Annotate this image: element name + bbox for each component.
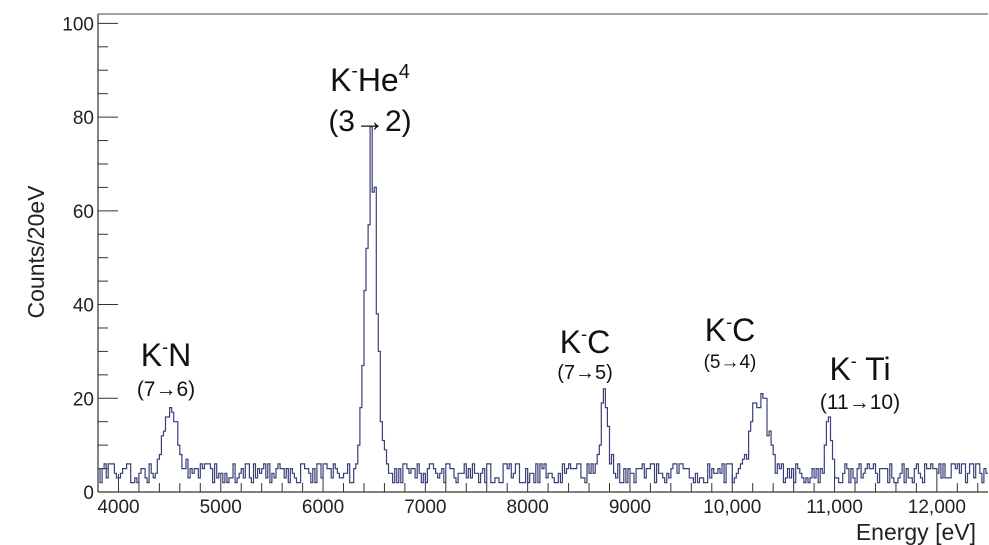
y-axis-title: Counts/20eV (23, 185, 49, 319)
annotation-kc-54: K-C (5→4) (704, 312, 757, 373)
x-tick-label: 11,000 (806, 497, 863, 518)
y-tick-label: 100 (62, 14, 94, 35)
y-tick-label: 0 (83, 483, 94, 504)
x-tick-label: 6000 (302, 497, 344, 518)
x-tick-label: 7000 (404, 497, 446, 518)
x-tick-label: 4000 (97, 497, 139, 518)
y-tick-label: 20 (73, 389, 94, 410)
svg-text:K-C: K-C (560, 324, 610, 360)
y-tick-label: 80 (73, 108, 94, 129)
y-tick-label: 60 (73, 202, 94, 223)
svg-text:K-N: K-N (141, 337, 191, 373)
annotation-khe4: K-He4 (3→2) (328, 61, 411, 138)
svg-text:K-He4: K-He4 (330, 61, 410, 98)
x-tick-label: 12,000 (908, 497, 966, 518)
annotation-kc-75: K-C (7→5) (557, 324, 613, 384)
svg-text:K-C: K-C (705, 312, 755, 348)
svg-text:(11→10): (11→10) (820, 391, 900, 414)
y-axis-ticks: 0 20 40 60 80 100 (62, 14, 118, 504)
x-tick-label: 9000 (609, 497, 651, 518)
x-tick-label: 8000 (507, 497, 549, 518)
svg-text:(3→2): (3→2) (328, 105, 411, 138)
x-axis-ticks: 4000 5000 6000 7000 8000 9000 10,000 11,000 12,0… (97, 474, 979, 518)
x-axis-title: Energy [eV] (856, 519, 976, 545)
y-tick-label: 40 (73, 296, 94, 317)
svg-text:(7→6): (7→6) (137, 378, 195, 401)
x-tick-label: 5000 (200, 497, 242, 518)
annotation-kn: K-N (7→6) (137, 337, 195, 401)
annotation-kti: K- Ti (11→10) (820, 351, 900, 414)
x-tick-label: 10,000 (703, 497, 761, 518)
svg-text:(7→5): (7→5) (557, 362, 613, 384)
svg-text:(5→4): (5→4) (704, 352, 757, 373)
histogram-series (98, 125, 988, 484)
svg-text:K- Ti: K- Ti (829, 351, 890, 387)
